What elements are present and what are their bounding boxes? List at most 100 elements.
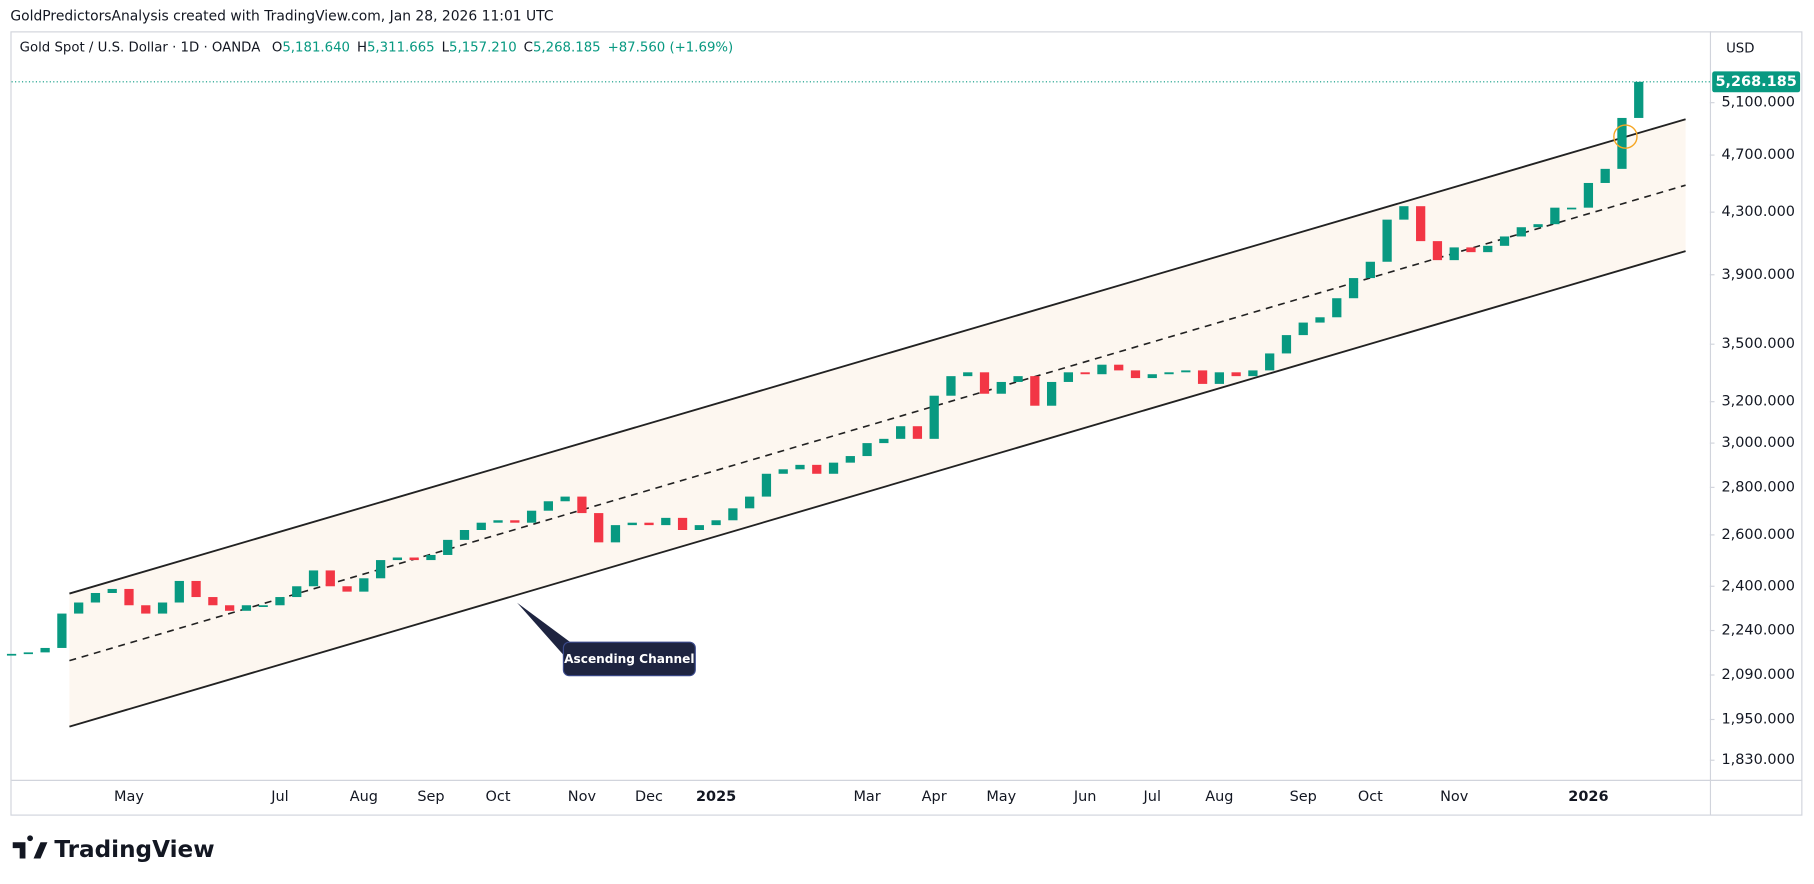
y-tick-label: 5,100.000 <box>1721 95 1795 111</box>
candle <box>1214 372 1224 384</box>
candle <box>661 517 671 526</box>
y-tick-label: 3,000.000 <box>1721 435 1795 451</box>
ohlc-value: 5,157.210 <box>449 41 517 56</box>
change: +87.560 (+1.69%) <box>608 41 734 56</box>
candle <box>1617 117 1627 169</box>
candle <box>275 597 285 606</box>
x-tick-label: Jul <box>1143 789 1161 805</box>
candle <box>996 381 1006 394</box>
candle <box>560 496 570 502</box>
last-price-label: 5,268.185 <box>1715 74 1796 90</box>
x-tick-label: May <box>114 789 144 805</box>
x-tick-label: Aug <box>350 789 378 805</box>
candle <box>728 508 738 521</box>
x-tick-label: Nov <box>568 789 597 805</box>
candle <box>476 522 486 530</box>
channel-mid <box>69 184 1686 662</box>
candle <box>90 592 101 603</box>
channel-upper <box>69 118 1686 595</box>
last-price-box <box>1712 71 1801 93</box>
candle <box>258 605 268 607</box>
y-tick-label: 2,400.000 <box>1721 578 1795 594</box>
candle <box>862 443 872 457</box>
y-tick-label: 1,950.000 <box>1721 711 1795 727</box>
title: Gold Spot / U.S. Dollar · 1D · OANDA <box>20 41 261 56</box>
candle <box>1416 206 1426 242</box>
candle <box>1315 317 1325 323</box>
candle <box>845 456 855 463</box>
candle <box>594 513 604 543</box>
candle <box>677 517 688 530</box>
candle <box>1516 227 1526 237</box>
candle <box>963 372 973 377</box>
x-tick-label: Dec <box>635 789 663 805</box>
candle <box>74 602 84 614</box>
candle <box>1013 376 1023 382</box>
candle <box>1130 370 1141 379</box>
candle <box>711 520 721 526</box>
candle <box>40 647 50 653</box>
candle <box>1063 372 1074 382</box>
y-tick-label: 4,700.000 <box>1721 147 1795 163</box>
candle <box>526 510 537 523</box>
candle <box>1550 207 1560 225</box>
candle <box>342 586 352 592</box>
candle <box>225 605 235 611</box>
candle <box>208 597 218 606</box>
callout-box <box>562 641 696 677</box>
frame <box>10 31 1803 816</box>
candle <box>359 578 369 592</box>
y-tick-label: 4,300.000 <box>1721 204 1795 220</box>
candle <box>1432 241 1443 261</box>
candle <box>1466 247 1476 253</box>
x-tick-label: 2025 <box>696 789 736 805</box>
candle <box>1332 298 1342 318</box>
candle <box>1365 261 1375 279</box>
candle <box>1567 207 1577 210</box>
watermark: GoldPredictorsAnalysis created with Trad… <box>10 8 553 24</box>
candle <box>1449 247 1459 261</box>
ohlc-value: 5,268.185 <box>533 41 601 56</box>
candle <box>979 372 990 394</box>
candle <box>241 605 252 611</box>
candle <box>325 570 335 587</box>
x-tick-label: Jul <box>270 789 288 805</box>
candle <box>1399 206 1409 220</box>
candle <box>644 522 654 526</box>
candle <box>1097 364 1107 375</box>
y-tick-label: 3,900.000 <box>1721 267 1795 283</box>
plot <box>6 81 1644 656</box>
x-tick-label: Aug <box>1205 789 1233 805</box>
channel-lower <box>69 250 1686 728</box>
candle <box>778 469 788 474</box>
candle <box>812 464 822 474</box>
candle <box>1147 374 1157 379</box>
candle <box>627 522 637 526</box>
candle <box>745 496 755 509</box>
x-tick-label: May <box>986 789 1016 805</box>
candle <box>1583 182 1594 208</box>
x-tick-label: Sep <box>417 789 444 805</box>
candle <box>493 520 503 523</box>
candle <box>795 464 805 470</box>
callout-pointer <box>517 602 575 655</box>
candle <box>157 602 168 614</box>
candle <box>694 525 704 530</box>
candle <box>392 557 403 561</box>
candle <box>610 525 621 543</box>
candle <box>1181 370 1191 373</box>
candle <box>946 376 956 396</box>
x-tick-label: Sep <box>1290 789 1317 805</box>
candle <box>1348 278 1359 299</box>
candle <box>1114 364 1124 371</box>
candle <box>426 554 436 561</box>
ohlc-value: 5,181.640 <box>282 41 350 56</box>
candle <box>292 586 302 598</box>
y-tick-label: 2,800.000 <box>1721 479 1795 495</box>
candle <box>929 395 939 439</box>
ohlc-value: 5,311.665 <box>367 41 435 56</box>
candle <box>1080 372 1090 375</box>
candle <box>1483 245 1493 253</box>
